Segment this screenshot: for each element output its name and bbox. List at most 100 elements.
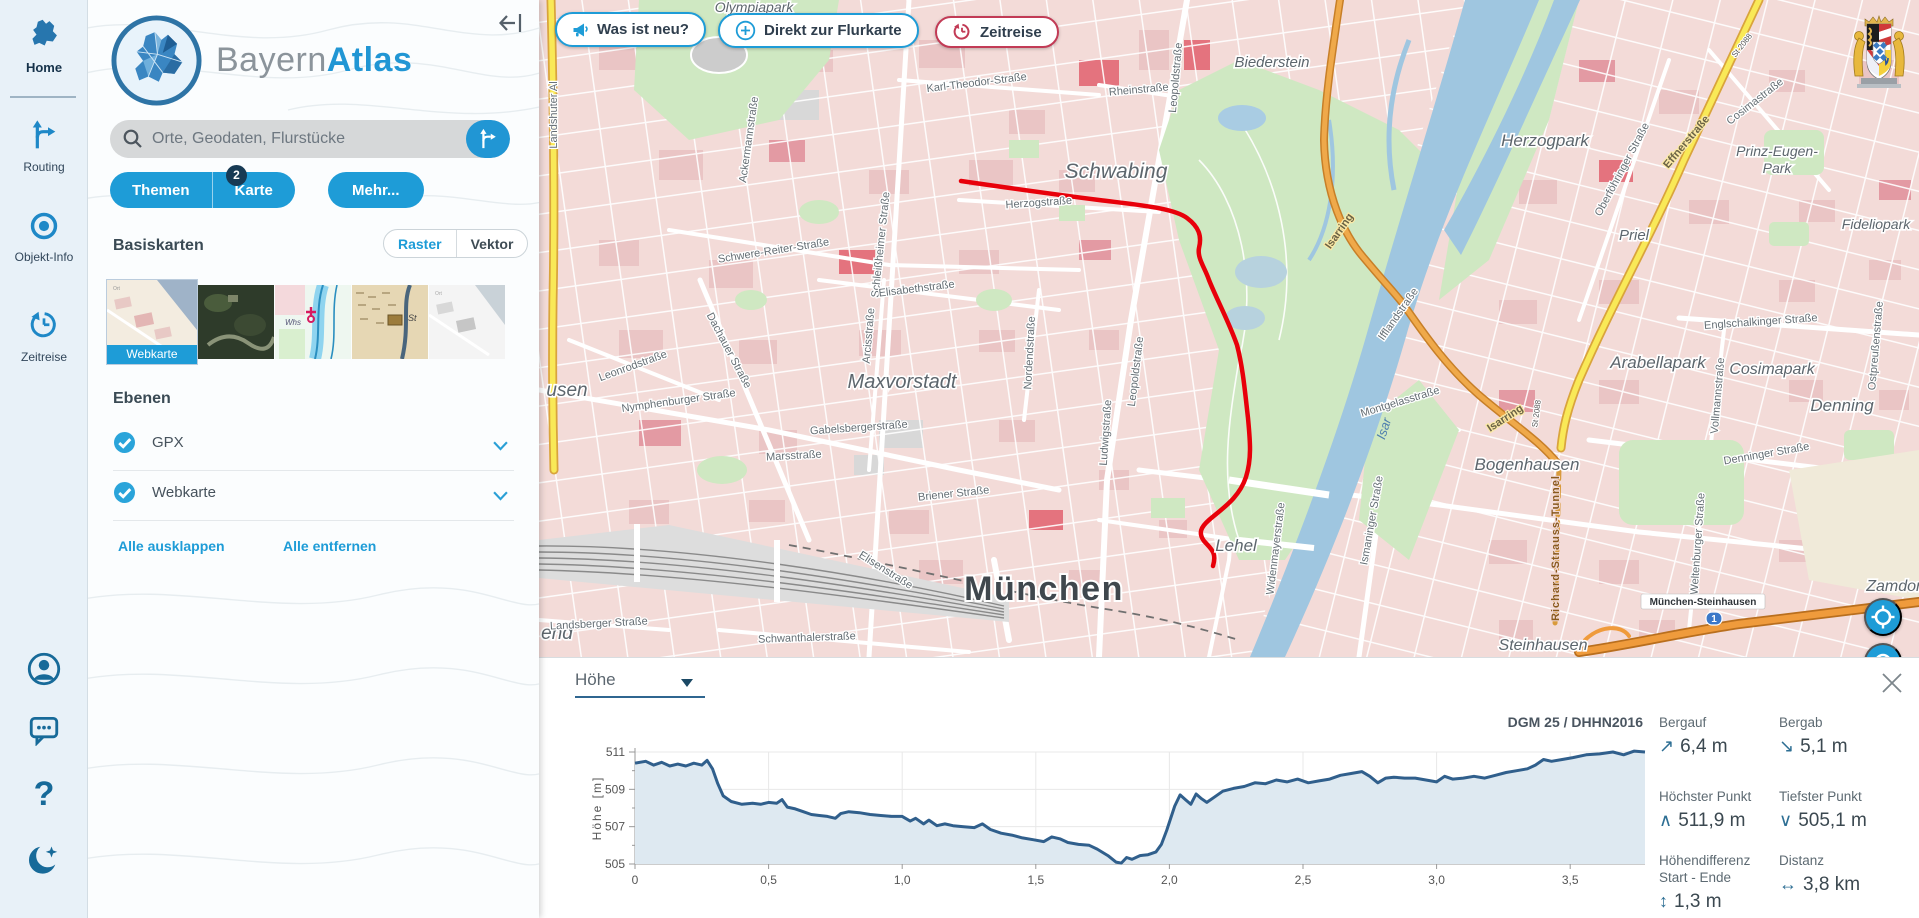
map-label: Bogenhausen [1475,455,1580,474]
stat-label: Höchster Punkt [1659,788,1777,805]
sidebar-label-home: Home [0,60,88,75]
bavaria-home-icon [27,16,61,52]
svg-text:3,5: 3,5 [1562,873,1579,887]
basemap-selected-label: Webkarte [107,345,197,364]
stat-value: 6,4 m [1680,736,1728,757]
map-label: usen [546,380,587,401]
svg-text:1,5: 1,5 [1027,873,1044,887]
geolocate-button[interactable] [1864,598,1902,636]
remove-all-link[interactable]: Alle entfernen [283,538,376,554]
svg-text:?: ? [34,778,55,812]
stat-label: Tiefster Punkt [1779,788,1897,805]
map-label: Arabellapark [1609,353,1707,372]
bayernatlas-logo-icon [109,13,204,108]
sidebar-item-zeitreise[interactable]: Zeitreise [0,310,88,364]
stat-label: Bergauf [1659,714,1777,731]
basemap-luftbild[interactable] [198,285,274,359]
circle-plus-icon [735,20,756,41]
layer-label-gpx: GPX [152,434,184,451]
app-title: BayernAtlas [216,41,412,80]
tab-mehr[interactable]: Mehr... [328,172,424,208]
sidebar-item-home[interactable]: Home [0,16,88,75]
checkmark-icon [114,482,135,503]
map-label: Maxvorstadt [848,371,958,393]
night-mode-button[interactable] [0,842,88,883]
feedback-button[interactable] [0,712,88,751]
webkarte-expand-chevron[interactable] [493,488,508,506]
map-label: Park [1763,160,1793,176]
svg-text:3,0: 3,0 [1428,873,1445,887]
sidebar-item-routing[interactable]: Routing [0,118,88,174]
partial-control-icon [1871,650,1895,657]
account-icon [27,652,61,686]
app-logo: BayernAtlas [109,13,412,108]
map-label: Richard-Strauss-Tunnel [1550,475,1562,621]
stat-label: Höhendifferenz [1659,853,1750,868]
row-divider [113,520,514,521]
close-profile-button[interactable] [1879,670,1907,698]
layer-label-webkarte: Webkarte [152,484,216,501]
direkt-zur-flurkarte-button[interactable]: Direkt zur Flurkarte [718,13,919,48]
stat-value: 1,3 m [1674,891,1722,912]
highest-point-icon: ∧ [1659,810,1672,830]
basemap-topographisch[interactable]: Whs [275,285,351,359]
sidebar-label-objekt-info: Objekt-Info [0,250,88,264]
sidebar-item-objekt-info[interactable]: Objekt-Info [0,210,88,264]
expand-all-link[interactable]: Alle ausklappen [118,538,225,554]
basiskarten-title: Basiskarten [113,237,204,255]
basemap-graustufen[interactable]: Ort [429,285,505,359]
megaphone-icon [572,22,589,38]
stat-label: Bergab [1779,714,1897,731]
raster-button[interactable]: Raster [384,230,457,257]
map-label: Denning [1810,396,1874,415]
map-label: Landshuter Al [548,81,560,148]
rail-divider [10,96,76,98]
layer-panel: BayernAtlas Themen Karte 2 Mehr... Basis… [88,0,539,918]
zeitreise-map-button[interactable]: Zeitreise [935,16,1059,48]
row-divider [113,470,514,471]
svg-text:Whs: Whs [285,318,301,327]
was-ist-neu-button[interactable]: Was ist neu? [555,12,706,47]
tab-karte[interactable]: Karte [212,172,295,208]
uphill-icon: ↗ [1659,736,1674,756]
bavaria-coat-of-arms [1851,14,1907,90]
help-button[interactable]: ? [0,778,88,817]
search-input[interactable] [144,130,466,148]
map-label: Schwabing [1065,160,1168,183]
stat-value: 5,1 m [1800,736,1848,757]
help-icon: ? [27,778,61,812]
svg-text:511: 511 [606,745,625,759]
karte-count-badge: 2 [226,165,247,186]
collapse-arrow-icon [497,10,525,36]
search-routing-button[interactable] [466,120,510,158]
chevron-down-icon [493,491,508,501]
moon-icon [26,842,62,878]
object-info-icon [28,210,60,242]
basemap-historisch[interactable]: St [352,285,428,359]
vektor-button[interactable]: Vektor [457,230,528,257]
svg-text:Höhe [m]: Höhe [m] [590,776,604,841]
tab-themen[interactable]: Themen [110,172,212,208]
map-label: München-Steinhausen [1650,597,1757,608]
gpx-expand-chevron[interactable] [493,438,508,456]
svg-text:1,0: 1,0 [894,873,911,887]
layer-row-webkarte: Webkarte [110,478,514,518]
svg-text:0,5: 0,5 [760,873,777,887]
elevation-chart: 00,51,01,52,02,53,03,5505507509511Höhe [… [539,658,1699,898]
svg-text:2,5: 2,5 [1295,873,1312,887]
webkarte-checkbox[interactable] [114,482,135,503]
account-button[interactable] [0,652,88,691]
zeitreise-map-label: Zeitreise [980,24,1042,41]
collapse-panel-button[interactable] [497,10,525,38]
brand-part-1: Bayern [216,41,327,79]
gpx-checkbox[interactable] [114,432,135,453]
stat-tiefster-punkt: Tiefster Punkt ∨505,1 m [1779,788,1897,832]
stat-value: 505,1 m [1798,810,1867,831]
svg-text:Ort: Ort [435,291,443,297]
stat-bergab: Bergab ↘5,1 m [1779,714,1897,758]
was-ist-neu-label: Was ist neu? [597,21,689,38]
map-canvas[interactable]: MünchenSchwabingMaxvorstadtLehelBiederst… [539,0,1919,657]
stat-hoechster-punkt: Höchster Punkt ∧511,9 m [1659,788,1777,832]
basemap-webkarte[interactable]: Ort Webkarte [107,280,197,364]
map-label: 1 [1711,614,1717,625]
